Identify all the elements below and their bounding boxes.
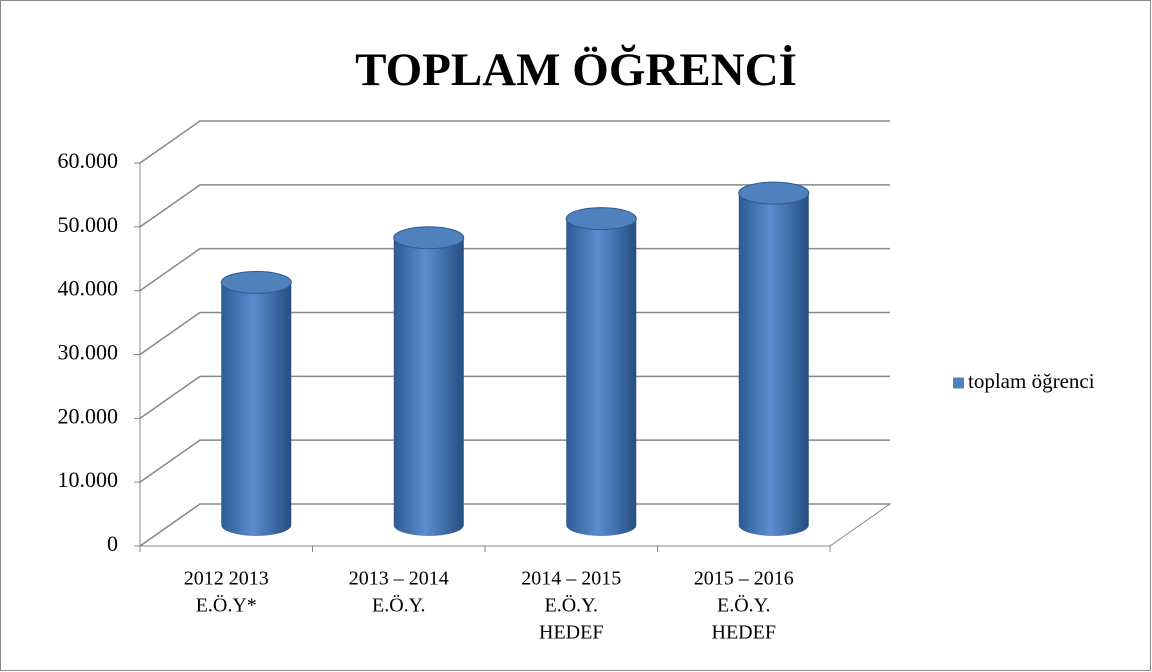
bar-top <box>393 226 465 250</box>
y-tick-label: 30.000 <box>58 340 119 365</box>
bar <box>393 237 464 537</box>
x-tick-label: 2014 – 2015 <box>521 568 621 590</box>
x-tick-label: HEDEF <box>712 622 776 644</box>
chart-title: TOPLAM ÖĞRENCİ <box>355 44 797 96</box>
grid-line <box>139 247 890 292</box>
x-tick-label: 2012 2013 <box>184 568 269 590</box>
bar-top <box>565 207 637 231</box>
x-tick-label: E.Ö.Y. <box>544 594 598 617</box>
y-tick-label: 60.000 <box>58 148 119 173</box>
grid-line <box>139 311 890 356</box>
bar-top <box>738 181 810 205</box>
y-tick-label: 50.000 <box>58 212 119 237</box>
bar <box>566 218 637 537</box>
grid-line <box>139 120 890 164</box>
x-tick-label: HEDEF <box>539 622 603 644</box>
y-tick-label: 20.000 <box>58 403 119 428</box>
x-tick-label: E.Ö.Y. <box>717 594 771 617</box>
y-tick-label: 10.000 <box>58 467 119 492</box>
grid-line <box>139 375 890 419</box>
legend-swatch <box>953 377 964 389</box>
grid-line <box>139 439 890 483</box>
x-tick-label: E.Ö.Y. <box>372 594 426 617</box>
y-tick-label: 40.000 <box>58 276 119 301</box>
legend-label: toplam öğrenci <box>968 369 1095 393</box>
x-tick-label: 2013 – 2014 <box>349 568 449 590</box>
bar-top <box>220 270 292 294</box>
bar <box>738 193 809 537</box>
grid-line <box>139 184 890 228</box>
x-tick-label: 2015 – 2016 <box>694 568 794 590</box>
x-tick-label: E.Ö.Y* <box>196 594 257 617</box>
bar <box>221 282 292 536</box>
y-tick-label: 0 <box>107 531 118 556</box>
grid-line <box>139 503 890 547</box>
